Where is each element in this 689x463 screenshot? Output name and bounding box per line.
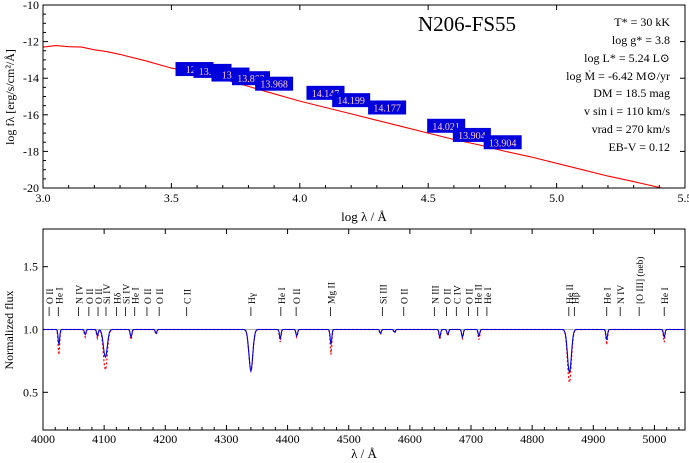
sed-title: N206-FS55 bbox=[418, 12, 516, 36]
photometry-box bbox=[452, 127, 491, 142]
sed-photometry-points: 12.613.68013.513.80313.96814.14714.19914… bbox=[175, 62, 522, 150]
stellar-parameters: T* = 30 kK log g* = 3.8 log L* = 5.24 L⊙… bbox=[566, 15, 670, 154]
parameter-vrad: vrad = 270 km/s bbox=[592, 122, 671, 136]
spectrum-x-tick-label: 4600 bbox=[398, 432, 422, 446]
line-id-label: He I bbox=[484, 287, 494, 304]
spectrum-tick-labels: 4000 4100 4200 4300 4400 4500 4600 4700 4800 4900… bbox=[23, 260, 666, 446]
photometry-magnitude: 13.904 bbox=[458, 131, 486, 142]
line-id-label: Mg II bbox=[327, 282, 337, 304]
photometry-magnitude: 13.803 bbox=[237, 74, 265, 85]
spectrum-x-tick-label: 4800 bbox=[520, 432, 544, 446]
sed-x-tick-label: 4.5 bbox=[421, 191, 436, 205]
spectrum-y-tick-label: 0.5 bbox=[23, 385, 38, 399]
photometry-magnitude: 14.147 bbox=[312, 89, 340, 100]
line-id-label: O II bbox=[444, 288, 454, 304]
line-id-label: Hγ bbox=[248, 293, 258, 304]
sed-x-tick-label: 3.5 bbox=[164, 191, 179, 205]
line-id-label: Si III bbox=[379, 284, 389, 304]
spectrum-x-tick-label: 4100 bbox=[92, 432, 116, 446]
photometry-magnitude: 14.177 bbox=[373, 103, 401, 114]
spectrum-observed-line bbox=[43, 328, 685, 374]
spectrum-x-tick-label: 4900 bbox=[581, 432, 605, 446]
sed-y-tick-label: -10 bbox=[23, 0, 39, 12]
parameter-teff: T* = 30 kK bbox=[614, 15, 670, 29]
spectrum-x-tick-label: 4200 bbox=[153, 432, 177, 446]
sed-y-tick-label: -14 bbox=[23, 71, 39, 85]
sed-x-axis-label: log λ / Å bbox=[341, 209, 387, 224]
spectrum-y-axis-label: Normalized flux bbox=[2, 291, 16, 370]
line-id-label: Hδ bbox=[113, 292, 123, 304]
line-id-label: O II bbox=[144, 288, 154, 304]
line-id-label: He I bbox=[604, 287, 614, 304]
sed-tick-labels: 3.0 3.5 4.0 4.5 5.0 5.5 -20 -18 -16 -14 -12 -10 bbox=[23, 0, 689, 205]
line-id-label: He II bbox=[475, 284, 485, 304]
line-id-label: C IV bbox=[453, 285, 463, 304]
sed-plot-frame bbox=[42, 4, 686, 189]
line-id-label: N IV bbox=[75, 285, 85, 304]
line-id-label: Si IV bbox=[103, 284, 113, 304]
photometry-box bbox=[255, 76, 294, 91]
sed-x-tick-label: 3.0 bbox=[36, 191, 51, 205]
photometry-box bbox=[483, 135, 522, 150]
spectrum-y-tick-label: 1.5 bbox=[23, 260, 38, 274]
line-id-label: O II bbox=[86, 288, 96, 304]
sed-y-tick-label: -12 bbox=[23, 35, 39, 49]
parameter-logg: log g* = 3.8 bbox=[612, 33, 670, 47]
spectrum-y-tick-label: 1.0 bbox=[23, 323, 38, 337]
line-id-label: O II bbox=[293, 288, 303, 304]
spectrum-x-tick-label: 4400 bbox=[276, 432, 300, 446]
photometry-magnitude: 14.199 bbox=[337, 96, 365, 107]
spectrum-model-line bbox=[43, 328, 685, 383]
photometry-box bbox=[332, 93, 371, 108]
parameter-mdot: log Ṁ = -6.42 M⊙/yr bbox=[566, 69, 670, 83]
spectrum-plot-frame bbox=[42, 228, 686, 431]
line-id-label: He I bbox=[132, 287, 142, 304]
photometry-magnitude: 13.5 bbox=[222, 71, 240, 82]
spectrum-x-tick-label: 4700 bbox=[459, 432, 483, 446]
line-id-label: O II bbox=[95, 288, 105, 304]
parameter-ebv: EB-V = 0.12 bbox=[608, 140, 670, 154]
sed-y-tick-label: -16 bbox=[23, 108, 39, 122]
sed-model-line bbox=[42, 45, 663, 189]
line-id-label: He I bbox=[55, 287, 65, 304]
parameter-vsini: v sin i = 110 km/s bbox=[584, 104, 670, 118]
spectrum-x-tick-label: 4500 bbox=[337, 432, 361, 446]
spectrum-x-tick-label: 4300 bbox=[214, 432, 238, 446]
sed-y-tick-label: -20 bbox=[23, 181, 39, 195]
line-id-label: O II bbox=[156, 288, 166, 304]
sed-x-tick-label: 5.0 bbox=[549, 191, 564, 205]
sed-x-tick-label: 5.5 bbox=[678, 191, 689, 205]
line-id-label: O II bbox=[46, 288, 56, 304]
photometry-magnitude: 13.968 bbox=[260, 80, 288, 91]
parameter-logl: log L* = 5.24 L⊙ bbox=[584, 51, 670, 65]
line-id-label: C II bbox=[184, 289, 194, 304]
photometry-magnitude: 13.904 bbox=[489, 138, 517, 149]
spectrum-x-axis-label: λ / Å bbox=[351, 446, 377, 461]
photometry-magnitude: 14.021 bbox=[432, 122, 460, 133]
line-id-label: O II bbox=[466, 288, 476, 304]
line-id-label: He II bbox=[566, 284, 576, 304]
line-id-label: O II bbox=[401, 288, 411, 304]
sed-x-tick-label: 4.0 bbox=[292, 191, 307, 205]
parameter-dm: DM = 18.5 mag bbox=[593, 86, 670, 100]
spectrum-x-tick-label: 4000 bbox=[31, 432, 55, 446]
sed-y-axis-label: log fλ [erg/s/cm²/Å] bbox=[3, 49, 17, 145]
line-id-label: [O III] (neb) bbox=[635, 257, 646, 304]
line-id-label: N IV bbox=[617, 285, 627, 304]
sed-y-tick-label: -18 bbox=[23, 144, 39, 158]
line-id-label: He I bbox=[661, 287, 671, 304]
photometry-box bbox=[368, 100, 407, 115]
line-id-label: Hβ bbox=[571, 292, 581, 304]
line-id-label: He I bbox=[278, 287, 288, 304]
spectrum-x-tick-label: 5000 bbox=[642, 432, 666, 446]
line-id-label: Si IV bbox=[123, 284, 133, 304]
line-id-label: N III bbox=[431, 285, 441, 304]
